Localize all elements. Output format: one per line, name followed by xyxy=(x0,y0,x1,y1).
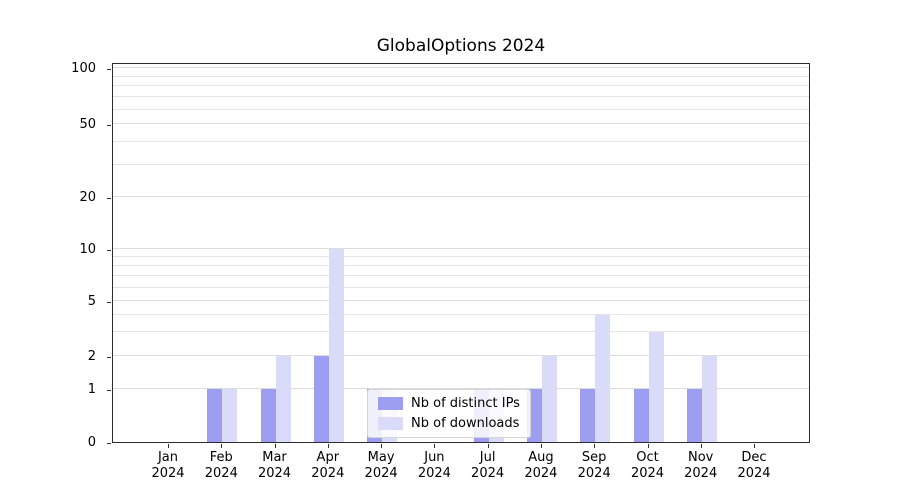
legend-label-downloads: Nb of downloads xyxy=(411,416,520,431)
bar-distinct-ips-apr xyxy=(313,355,329,442)
y-tick-label: 10 xyxy=(79,242,96,257)
bar-distinct-ips-mar xyxy=(260,388,276,442)
gridline xyxy=(113,85,809,87)
gridline xyxy=(113,274,809,276)
y-axis: 0 1 2 5 10 20 50 100 xyxy=(0,61,104,450)
gridline xyxy=(113,387,809,389)
x-tick-mark xyxy=(221,444,223,448)
y-tick-label: 5 xyxy=(87,294,96,310)
y-tick-mark xyxy=(107,302,111,304)
gridline xyxy=(113,108,809,110)
gridline xyxy=(113,330,809,332)
legend-swatch-downloads xyxy=(378,417,403,430)
x-tick-label: Jan 2024 xyxy=(151,450,185,481)
x-tick-label: May 2024 xyxy=(364,450,398,481)
x-tick-label: Mar 2024 xyxy=(257,450,292,481)
gridline xyxy=(113,248,809,249)
bar-distinct-ips-nov xyxy=(686,388,702,442)
x-tick-label: Dec 2024 xyxy=(737,450,771,481)
gridline xyxy=(113,195,809,197)
gridline xyxy=(113,140,809,142)
legend: Nb of distinct IPs Nb of downloads xyxy=(367,389,531,438)
y-tick-mark xyxy=(107,197,111,199)
x-tick-mark xyxy=(754,444,755,448)
bar-downloads-aug xyxy=(541,355,557,442)
y-tick-label: 1 xyxy=(87,381,96,397)
gridline xyxy=(113,255,809,257)
x-tick-mark xyxy=(594,444,596,448)
y-tick-label: 20 xyxy=(79,189,96,205)
x-tick-mark xyxy=(168,444,169,448)
legend-item-distinct-ips: Nb of distinct IPs xyxy=(378,396,520,411)
legend-swatch-distinct-ips xyxy=(378,397,403,410)
bar-downloads-oct xyxy=(648,331,664,442)
x-axis: Jan 2024 Feb 2024 Mar 2024 Apr 2024 May 2024 Jun 20… xyxy=(112,450,810,490)
plot-area: Nb of distinct IPs Nb of downloads xyxy=(112,63,810,443)
y-tick-mark xyxy=(107,125,111,127)
x-tick-label: Apr 2024 xyxy=(311,450,345,481)
gridline xyxy=(113,300,809,302)
bar-distinct-ips-feb xyxy=(207,388,223,442)
x-tick-mark xyxy=(327,444,329,448)
gridline xyxy=(113,264,809,266)
y-tick-mark xyxy=(107,389,111,391)
gridline xyxy=(113,354,809,356)
bar-downloads-mar xyxy=(275,355,291,442)
x-tick-mark xyxy=(487,444,489,448)
x-tick-mark xyxy=(434,444,436,448)
y-tick-mark xyxy=(107,356,111,358)
x-tick-label: Feb 2024 xyxy=(204,450,238,481)
y-tick-mark xyxy=(107,69,111,71)
bars-layer xyxy=(113,64,809,442)
gridline xyxy=(113,286,809,288)
bar-downloads-nov xyxy=(701,355,717,442)
x-tick-label: Nov 2024 xyxy=(684,450,718,481)
bar-downloads-sep xyxy=(595,314,611,442)
gridline xyxy=(113,123,809,125)
y-tick-mark xyxy=(107,250,111,251)
bar-distinct-ips-oct xyxy=(633,388,649,442)
x-tick-label: Jul 2024 xyxy=(471,450,505,481)
y-tick-label: 2 xyxy=(87,348,96,364)
gridline xyxy=(113,96,809,97)
y-tick-mark xyxy=(107,443,111,444)
gridline xyxy=(113,313,809,315)
chart-title: GlobalOptions 2024 xyxy=(376,36,546,56)
x-tick-label: Sep 2024 xyxy=(577,450,611,481)
y-tick-label: 0 xyxy=(87,435,96,450)
x-tick-mark xyxy=(274,444,276,448)
x-tick-mark xyxy=(540,444,542,448)
gridline xyxy=(113,75,809,77)
x-tick-label: Oct 2024 xyxy=(630,450,665,481)
gridline xyxy=(113,67,809,69)
bar-downloads-feb xyxy=(222,388,238,442)
legend-label-distinct-ips: Nb of distinct IPs xyxy=(411,396,520,411)
bar-distinct-ips-sep xyxy=(580,388,596,442)
x-tick-mark xyxy=(700,444,702,448)
x-tick-mark xyxy=(381,444,383,448)
y-tick-label: 100 xyxy=(71,61,96,77)
y-tick-label: 50 xyxy=(79,117,96,133)
gridlines-layer xyxy=(113,64,809,442)
x-tick-label: Aug 2024 xyxy=(524,450,558,481)
bar-downloads-apr xyxy=(328,249,344,442)
legend-item-downloads: Nb of downloads xyxy=(378,416,520,431)
x-tick-label: Jun 2024 xyxy=(417,450,451,481)
x-tick-mark xyxy=(647,444,649,448)
gridline xyxy=(113,163,809,165)
